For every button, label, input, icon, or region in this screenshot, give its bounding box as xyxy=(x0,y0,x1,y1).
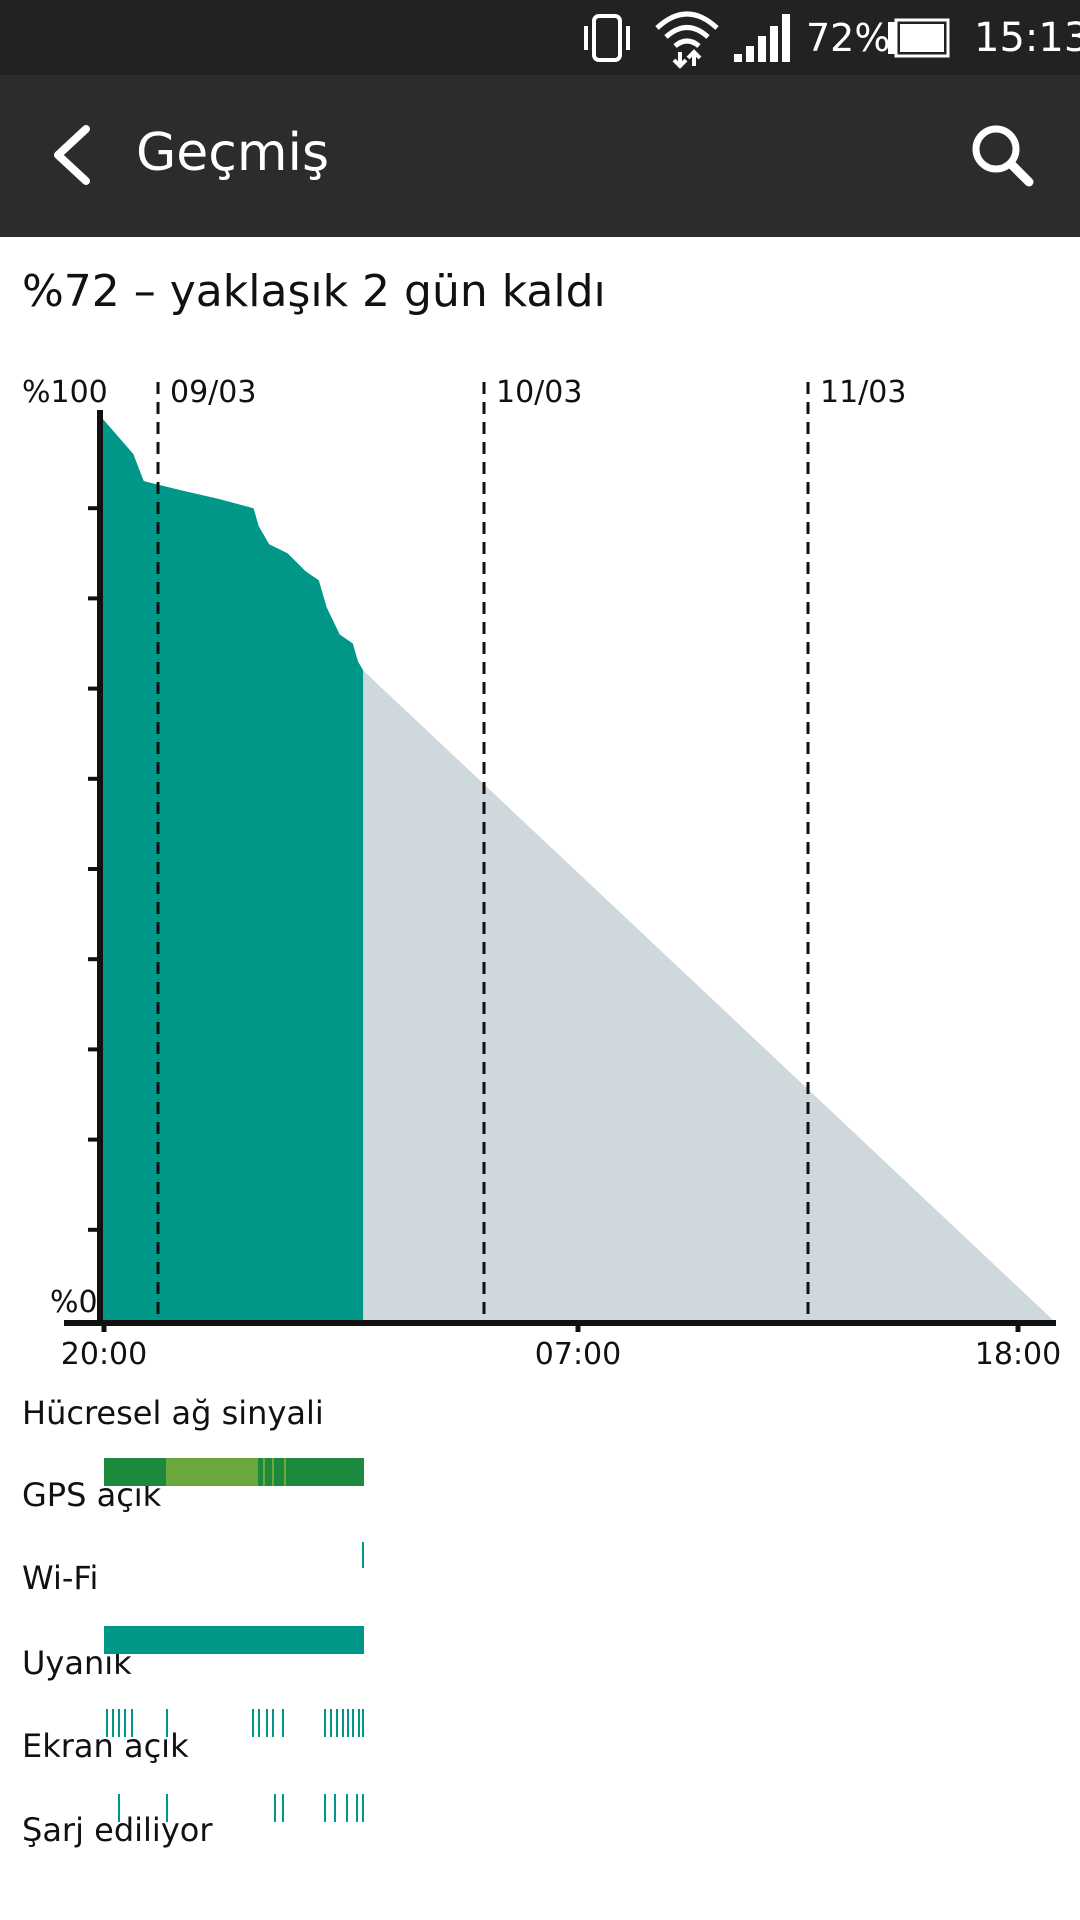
vibrate-icon xyxy=(578,0,636,75)
clock: 15:13 xyxy=(974,14,1080,61)
date-marker-label: 10/03 xyxy=(496,375,582,410)
search-icon xyxy=(972,125,1034,187)
screen-on-bar xyxy=(342,1709,344,1737)
series-actual-area xyxy=(102,418,364,1320)
usage-row-label: Şarj ediliyor xyxy=(22,1811,213,1849)
usage-row-label: Hücresel ağ sinyali xyxy=(22,1394,324,1432)
battery-percentage: 72% xyxy=(806,15,891,60)
battery-icon xyxy=(886,0,950,75)
screen-on-bar xyxy=(282,1709,284,1737)
awake-bar xyxy=(104,1626,364,1654)
screen-on-bar xyxy=(258,1709,260,1737)
screen-on-bar xyxy=(324,1709,326,1737)
charging-bar xyxy=(356,1794,358,1822)
back-button[interactable] xyxy=(38,115,108,195)
series-projected-area xyxy=(363,670,1053,1320)
app-bar: Geçmiş xyxy=(0,75,1080,237)
date-marker-label: 09/03 xyxy=(170,375,256,410)
gps-bar xyxy=(272,1458,274,1486)
screen-on-bar xyxy=(358,1709,360,1737)
charging-bar xyxy=(274,1794,276,1822)
usage-row-label: GPS açık xyxy=(22,1476,162,1514)
screen-on-bar xyxy=(330,1709,332,1737)
charging-bar xyxy=(346,1794,348,1822)
screen-on-bar xyxy=(352,1709,354,1737)
status-bar: 72% 15:13 xyxy=(0,0,1080,75)
x-tick-label: 20:00 xyxy=(61,1337,147,1370)
gps-bar xyxy=(258,1458,364,1486)
date-marker-label: 11/03 xyxy=(820,375,906,410)
charging-bar xyxy=(282,1794,284,1822)
gps-bar xyxy=(263,1458,265,1486)
screen-on-bar xyxy=(272,1709,274,1737)
y-label-top: %100 xyxy=(22,375,108,410)
gps-bar xyxy=(166,1458,258,1486)
charging-bar xyxy=(362,1794,364,1822)
chevron-left-icon xyxy=(54,125,90,185)
x-tick-label: 07:00 xyxy=(535,1337,621,1370)
charging-bar xyxy=(324,1794,326,1822)
search-button[interactable] xyxy=(962,115,1042,195)
battery-history-chart: 09/03 10/03 11/03 %100 %0 20:00 07:00 18:00 xyxy=(22,375,1061,1370)
page-title: Geçmiş xyxy=(136,123,330,183)
screen-on-bar xyxy=(252,1709,254,1737)
x-tick-label: 18:00 xyxy=(975,1337,1061,1370)
y-label-bottom: %0 xyxy=(50,1285,98,1320)
screen-on-bar xyxy=(266,1709,268,1737)
screen-on-bar xyxy=(347,1709,349,1737)
wifi-bar xyxy=(362,1542,364,1568)
charging-bar xyxy=(334,1794,336,1822)
signal-icon xyxy=(732,0,792,75)
usage-row-label: Wi-Fi xyxy=(22,1559,99,1597)
battery-summary: %72 – yaklaşık 2 gün kaldı xyxy=(22,266,606,317)
usage-row-label: Uyanık xyxy=(22,1644,132,1682)
wifi-icon xyxy=(652,0,722,75)
screen-on-bar xyxy=(362,1709,364,1737)
gps-bar xyxy=(284,1458,286,1486)
screen-on-bar xyxy=(336,1709,338,1737)
usage-row-label: Ekran açık xyxy=(22,1727,189,1765)
